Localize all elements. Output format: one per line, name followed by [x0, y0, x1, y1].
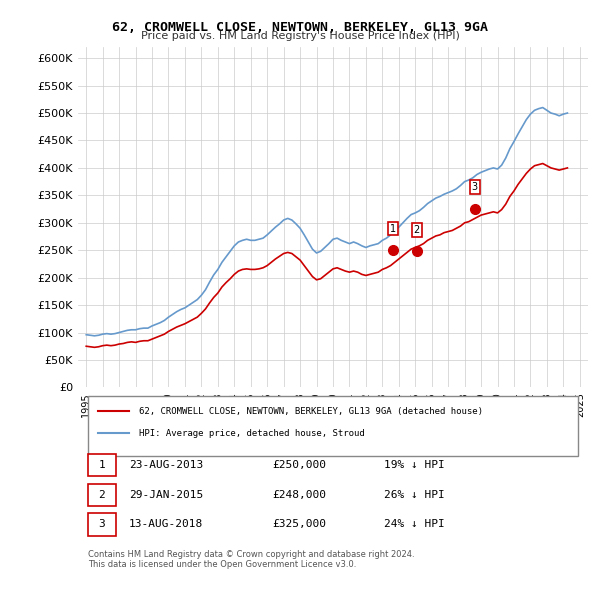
Text: 1: 1 [98, 460, 106, 470]
Text: 2: 2 [413, 225, 419, 235]
Text: 29-JAN-2015: 29-JAN-2015 [129, 490, 203, 500]
Text: 3: 3 [472, 182, 478, 192]
FancyBboxPatch shape [88, 396, 578, 455]
FancyBboxPatch shape [88, 454, 116, 476]
Text: Price paid vs. HM Land Registry's House Price Index (HPI): Price paid vs. HM Land Registry's House … [140, 31, 460, 41]
FancyBboxPatch shape [88, 513, 116, 536]
Text: £248,000: £248,000 [272, 490, 326, 500]
Text: 62, CROMWELL CLOSE, NEWTOWN, BERKELEY, GL13 9GA (detached house): 62, CROMWELL CLOSE, NEWTOWN, BERKELEY, G… [139, 407, 483, 416]
Text: 26% ↓ HPI: 26% ↓ HPI [384, 490, 445, 500]
Text: 3: 3 [98, 519, 106, 529]
Text: 24% ↓ HPI: 24% ↓ HPI [384, 519, 445, 529]
Text: 23-AUG-2013: 23-AUG-2013 [129, 460, 203, 470]
Text: 13-AUG-2018: 13-AUG-2018 [129, 519, 203, 529]
Text: HPI: Average price, detached house, Stroud: HPI: Average price, detached house, Stro… [139, 429, 365, 438]
Text: 2: 2 [98, 490, 106, 500]
Text: £250,000: £250,000 [272, 460, 326, 470]
Text: Contains HM Land Registry data © Crown copyright and database right 2024.
This d: Contains HM Land Registry data © Crown c… [88, 550, 415, 569]
Text: £325,000: £325,000 [272, 519, 326, 529]
Text: 19% ↓ HPI: 19% ↓ HPI [384, 460, 445, 470]
Text: 1: 1 [390, 224, 396, 234]
Text: 62, CROMWELL CLOSE, NEWTOWN, BERKELEY, GL13 9GA: 62, CROMWELL CLOSE, NEWTOWN, BERKELEY, G… [112, 21, 488, 34]
FancyBboxPatch shape [88, 484, 116, 506]
